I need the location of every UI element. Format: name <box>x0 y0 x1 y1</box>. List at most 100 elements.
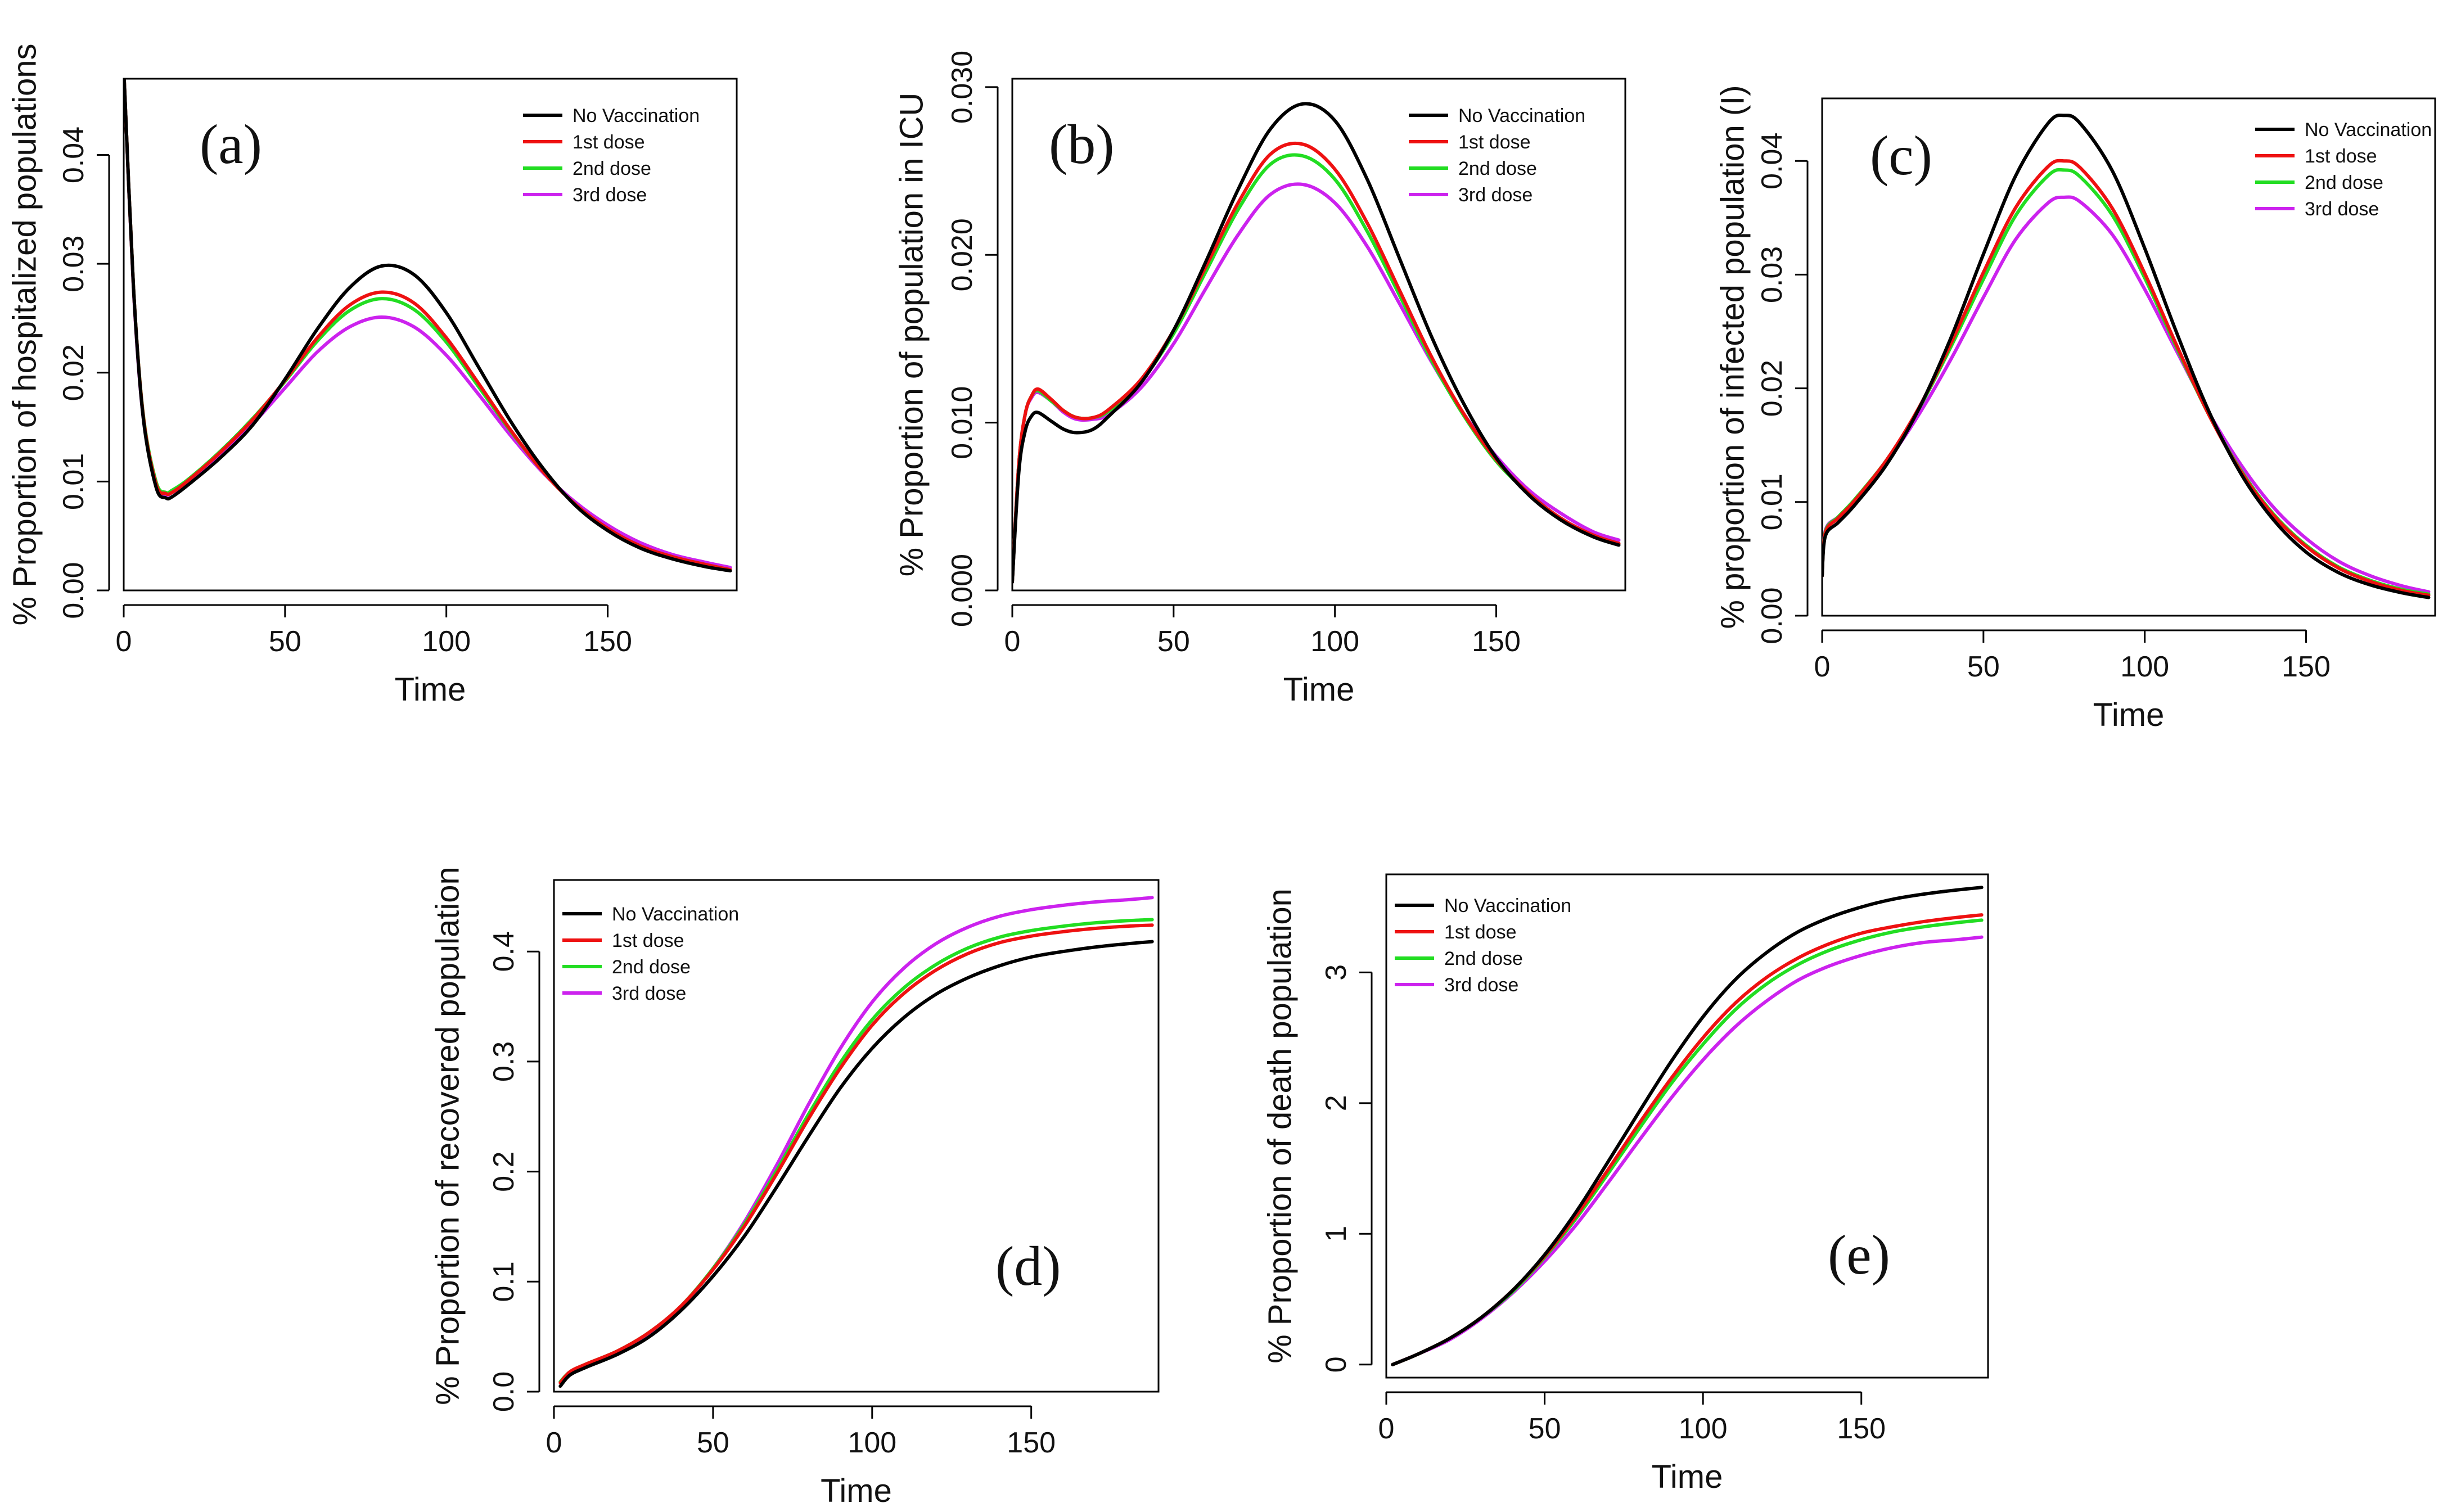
y-axis-title: % Proportion of hospitalized populations <box>6 44 43 626</box>
y-tick-label: 0.01 <box>57 453 90 510</box>
x-axis-title: Time <box>1283 671 1355 708</box>
y-tick-label: 1 <box>1320 1226 1353 1242</box>
series-line-no-vaccination <box>1822 114 2431 599</box>
y-tick-label: 0.01 <box>1756 473 1788 530</box>
x-axis-title: Time <box>821 1473 892 1509</box>
legend-label: 3rd dose <box>2305 198 2379 220</box>
legend-label: No Vaccination <box>1458 105 1585 127</box>
chart-panel-d: 0 50 100 150 Time 0.0 0.1 0.2 0.3 0.4 % Proportion… <box>429 866 1160 1509</box>
x-tick-label: 0 <box>116 625 132 658</box>
legend-label: 1st dose <box>2305 146 2377 167</box>
x-tick-label: 0 <box>1814 651 1831 683</box>
x-tick-label: 150 <box>583 625 632 658</box>
x-tick-label: 100 <box>422 625 471 658</box>
x-tick-label: 50 <box>1157 625 1190 658</box>
legend-label: 2nd dose <box>573 158 651 179</box>
legend-label: 2nd dose <box>612 956 691 978</box>
plot-frame <box>123 78 738 592</box>
x-tick-label: 50 <box>1967 651 2000 683</box>
series-group <box>1822 114 2431 599</box>
series-line-no-vaccination <box>1391 886 1984 1366</box>
chart-panel-e: 0 50 100 150 Time 0 1 2 3 % Proportion of death p… <box>1261 873 1989 1495</box>
x-tick-label: 100 <box>848 1427 896 1459</box>
y-tick-label: 0.3 <box>488 1041 520 1082</box>
y-tick-label: 0.00 <box>57 562 90 619</box>
y-tick-label: 2 <box>1320 1095 1353 1111</box>
x-axis-title: Time <box>2093 697 2165 733</box>
series-group <box>558 896 1154 1388</box>
panel-label: (a) <box>200 113 262 175</box>
x-axis-title: Time <box>395 671 466 708</box>
legend-label: No Vaccination <box>612 904 739 925</box>
series-line-2nd-dose <box>1012 153 1621 584</box>
series-group <box>1391 886 1984 1366</box>
x-tick-label: 0 <box>546 1427 562 1459</box>
legend-label: 3rd dose <box>1444 974 1518 996</box>
legend-label: 3rd dose <box>1458 184 1532 206</box>
legend: No Vaccination 1st dose 2nd dose 3rd dose <box>1395 895 1571 996</box>
y-tick-label: 0.2 <box>488 1151 520 1191</box>
chart-panel-a: 0 50 100 150 Time 0.00 0.01 0.02 0.03 0.04 % Propo… <box>6 44 738 708</box>
y-tick-label: 0.030 <box>946 51 979 124</box>
x-tick-label: 50 <box>1529 1412 1561 1445</box>
y-tick-label: 0.020 <box>946 218 979 291</box>
y-tick-label: 0.0 <box>488 1371 520 1412</box>
series-line-1st-dose <box>1822 159 2431 597</box>
legend-label: 1st dose <box>573 132 645 153</box>
y-tick-label: 0.000 <box>946 554 979 627</box>
x-tick-label: 0 <box>1378 1412 1395 1445</box>
legend-label: 3rd dose <box>612 983 686 1004</box>
y-tick-label: 0.02 <box>57 344 90 401</box>
y-tick-label: 0.03 <box>57 236 90 292</box>
y-tick-label: 0.02 <box>1756 360 1788 417</box>
y-tick-label: 0.04 <box>57 127 90 183</box>
legend-label: 2nd dose <box>2305 172 2383 193</box>
chart-panel-b: 0 50 100 150 Time 0.000 0.010 0.020 0.030 % Propo… <box>893 51 1626 708</box>
x-tick-label: 100 <box>1310 625 1359 658</box>
x-tick-label: 100 <box>1679 1412 1728 1445</box>
y-tick-label: 0.03 <box>1756 246 1788 303</box>
plot-frame <box>553 879 1160 1393</box>
series-line-no-vaccination <box>558 940 1154 1388</box>
legend: No Vaccination 1st dose 2nd dose 3rd dose <box>523 105 700 206</box>
y-tick-label: 3 <box>1320 964 1353 981</box>
x-tick-label: 0 <box>1004 625 1021 658</box>
legend-label: 1st dose <box>1444 922 1517 943</box>
x-tick-label: 50 <box>269 625 301 658</box>
legend-label: 1st dose <box>612 930 684 951</box>
x-axis-title: Time <box>1652 1459 1723 1495</box>
series-line-3rd-dose <box>1391 935 1984 1366</box>
series-line-no-vaccination <box>124 79 732 573</box>
y-tick-label: 0.010 <box>946 386 979 459</box>
panel-label: (b) <box>1049 113 1115 175</box>
legend-label: No Vaccination <box>573 105 700 127</box>
x-tick-label: 100 <box>2120 651 2169 683</box>
legend-label: 2nd dose <box>1458 158 1537 179</box>
legend: No Vaccination 1st dose 2nd dose 3rd dose <box>1409 105 1585 206</box>
legend-label: No Vaccination <box>1444 895 1571 917</box>
series-line-no-vaccination <box>1012 102 1621 584</box>
plot-frame <box>1385 873 1989 1379</box>
x-tick-label: 150 <box>1837 1412 1886 1445</box>
panel-label: (e) <box>1828 1224 1890 1286</box>
y-tick-label: 0.1 <box>488 1261 520 1302</box>
legend-label: 2nd dose <box>1444 948 1523 969</box>
panel-label: (c) <box>1870 124 1932 187</box>
series-line-3rd-dose <box>1012 182 1621 584</box>
legend: No Vaccination 1st dose 2nd dose 3rd dose <box>562 904 739 1004</box>
chart-panel-c: 0 50 100 150 Time 0.00 0.01 0.02 0.03 0.04% propo… <box>1714 85 2436 733</box>
series-group <box>124 79 732 573</box>
series-line-1st-dose <box>558 923 1154 1385</box>
y-axis-title: % Proportion of population in ICU <box>893 93 930 577</box>
series-line-3rd-dose <box>1822 195 2431 594</box>
legend-label: No Vaccination <box>2305 119 2432 141</box>
x-tick-label: 150 <box>1472 625 1521 658</box>
y-axis-title: % Proportion of death population <box>1261 888 1298 1364</box>
y-axis-title: % proportion of infected population (I) <box>1714 85 1751 629</box>
y-tick-label: 0.00 <box>1756 587 1788 644</box>
legend-label: 3rd dose <box>573 184 647 206</box>
series-group <box>1012 102 1621 584</box>
y-tick-label: 0.4 <box>488 931 520 972</box>
x-tick-label: 50 <box>697 1427 729 1459</box>
